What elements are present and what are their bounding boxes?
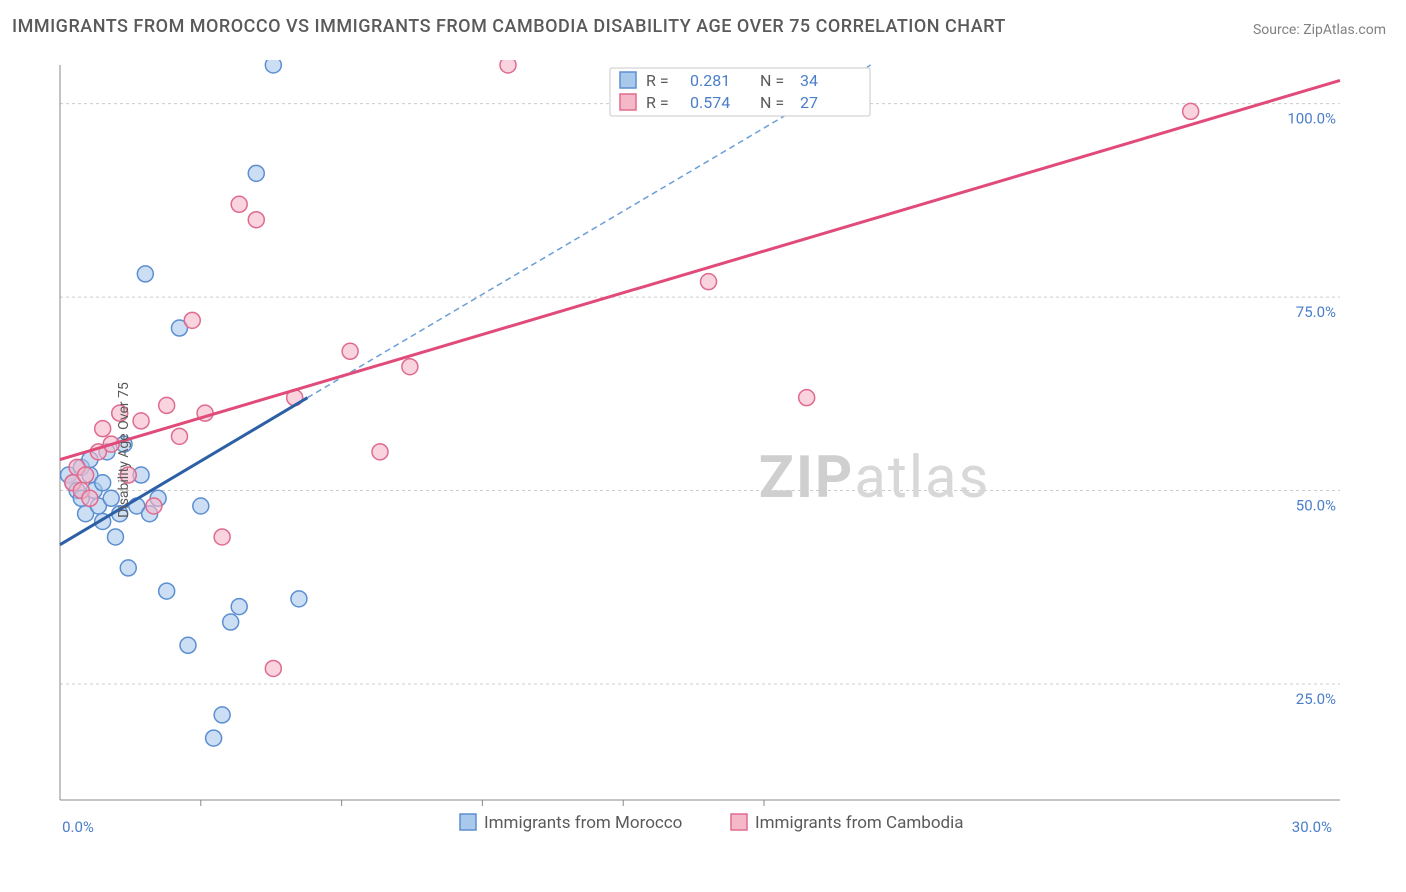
data-point	[223, 614, 239, 630]
data-point	[206, 730, 222, 746]
data-point	[231, 196, 247, 212]
data-point	[701, 274, 717, 290]
data-point	[133, 413, 149, 429]
data-point	[159, 583, 175, 599]
data-point	[159, 397, 175, 413]
data-point	[120, 560, 136, 576]
legend-r-value: 0.574	[690, 93, 730, 112]
scatter-plot: Disability Age Over 75 25.0% 50.0% 75.0% 10…	[50, 60, 1380, 840]
data-point	[137, 266, 153, 282]
chart-svg: 25.0% 50.0% 75.0% 100.0% 0.0% 30.0% ZIPatlas R …	[50, 60, 1380, 840]
legend-swatch	[620, 72, 636, 88]
y-tick-label: 50.0%	[1296, 497, 1336, 515]
legend-n-label: N =	[760, 71, 784, 90]
data-point	[184, 312, 200, 328]
legend-n-label: N =	[760, 93, 784, 112]
data-point	[95, 475, 111, 491]
data-point	[82, 490, 98, 506]
data-point	[214, 707, 230, 723]
data-point	[95, 421, 111, 437]
data-point	[402, 359, 418, 375]
data-point	[171, 428, 187, 444]
data-point	[342, 343, 358, 359]
legend-n-value: 34	[800, 71, 818, 90]
data-point	[248, 212, 264, 228]
data-point	[799, 390, 815, 406]
watermark: ZIPatlas	[759, 444, 991, 512]
legend-r-value: 0.281	[690, 71, 730, 90]
data-point	[1183, 103, 1199, 119]
y-tick-label: 75.0%	[1296, 303, 1336, 321]
data-point	[372, 444, 388, 460]
chart-title: IMMIGRANTS FROM MOROCCO VS IMMIGRANTS FR…	[12, 16, 1006, 37]
trend-line-cambodia	[60, 80, 1340, 459]
data-point	[265, 660, 281, 676]
legend-r-label: R =	[646, 93, 669, 112]
legend-series-label: Immigrants from Cambodia	[755, 813, 964, 833]
legend-r-label: R =	[646, 71, 669, 90]
data-point	[265, 60, 281, 73]
data-point	[146, 498, 162, 514]
source-label: Source: ZipAtlas.com	[1253, 22, 1386, 38]
x-tick-label: 30.0%	[1292, 818, 1332, 836]
y-axis-label: Disability Age Over 75	[116, 382, 132, 518]
data-point	[78, 467, 94, 483]
legend-swatch	[731, 814, 747, 830]
data-point	[500, 60, 516, 73]
data-point	[214, 529, 230, 545]
data-point	[180, 637, 196, 653]
y-tick-label: 100.0%	[1287, 110, 1336, 128]
legend-swatch	[460, 814, 476, 830]
data-point	[291, 591, 307, 607]
legend-series-label: Immigrants from Morocco	[484, 813, 682, 833]
data-point	[107, 529, 123, 545]
y-tick-label: 25.0%	[1296, 690, 1336, 708]
legend-n-value: 27	[800, 93, 818, 112]
data-point	[231, 599, 247, 615]
data-point	[193, 498, 209, 514]
x-tick-label: 0.0%	[62, 818, 94, 836]
data-point	[248, 165, 264, 181]
legend-swatch	[620, 94, 636, 110]
